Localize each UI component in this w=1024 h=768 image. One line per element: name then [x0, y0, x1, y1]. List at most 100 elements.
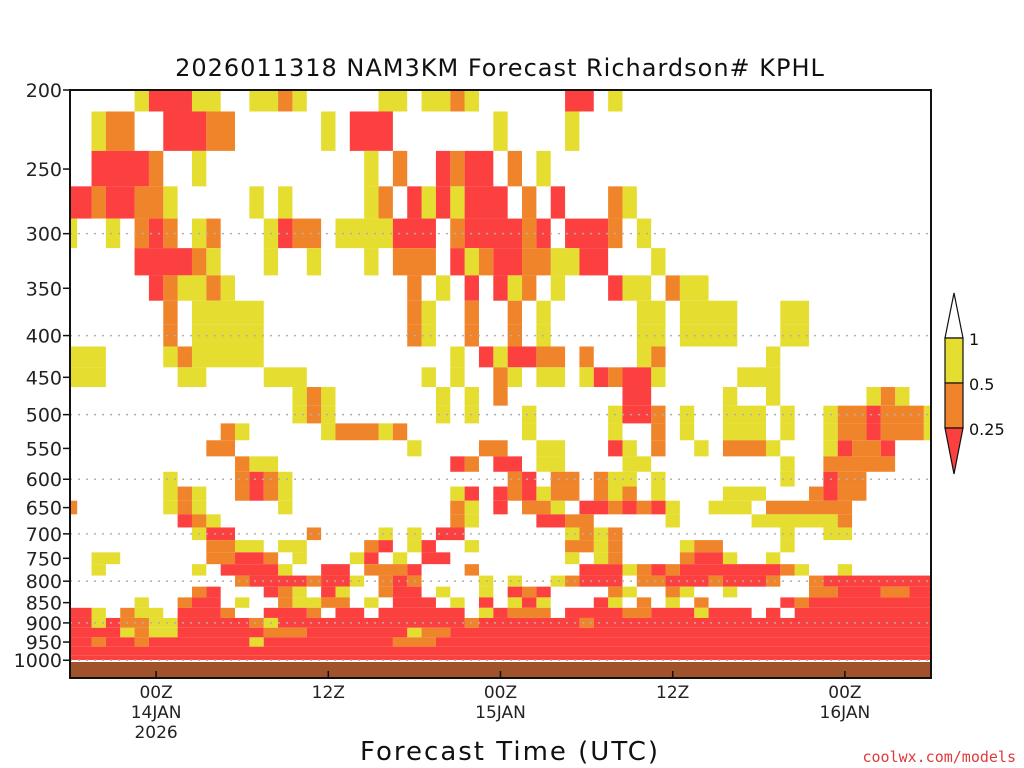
- heatmap-cell: [450, 218, 465, 249]
- color-legend: 1 0.5 0.25: [944, 292, 1005, 475]
- y-tick-label: 300: [26, 224, 62, 246]
- heatmap-cell: [292, 552, 307, 565]
- heatmap-cell: [622, 440, 637, 457]
- heatmap-cell: [278, 500, 293, 515]
- heatmap-cell: [235, 423, 250, 441]
- heatmap-cell: [478, 607, 494, 618]
- heatmap-cell: [177, 514, 192, 528]
- heatmap-cell: [464, 564, 479, 576]
- heatmap-cell: [507, 575, 523, 587]
- heatmap-cell: [522, 405, 537, 424]
- heatmap-cell: [550, 500, 566, 515]
- heatmap-cell: [235, 540, 264, 553]
- heatmap-cell: [651, 367, 666, 388]
- y-tick-label: 800: [26, 571, 62, 593]
- heatmap-cell: [679, 552, 695, 565]
- heatmap-cell: [278, 186, 293, 219]
- heatmap-cell: [464, 500, 479, 515]
- heatmap-cell: [593, 617, 931, 628]
- heatmap-cell: [378, 586, 393, 598]
- heatmap-cell: [392, 552, 408, 565]
- heatmap-cell: [70, 627, 121, 638]
- heatmap-cell: [651, 471, 666, 487]
- x-axis-title: Forecast Time (UTC): [360, 737, 660, 767]
- heatmap-cell: [722, 423, 766, 441]
- y-tick-label: 200: [26, 80, 62, 102]
- heatmap-cell: [191, 300, 264, 325]
- heatmap-cell: [765, 607, 781, 618]
- y-tick-label: 950: [26, 632, 62, 654]
- heatmap-cell: [608, 440, 623, 457]
- heatmap-cell: [837, 423, 867, 441]
- heatmap-cell: [809, 586, 838, 598]
- heatmap-cell: [622, 367, 652, 388]
- heatmap-cell: [593, 471, 609, 487]
- heatmap-cell: [593, 486, 609, 501]
- heatmap-cell: [206, 111, 236, 151]
- x-tick-label: 16JAN: [820, 703, 871, 723]
- heatmap-cell: [651, 423, 666, 441]
- heatmap-cell: [608, 597, 623, 608]
- heatmap-cell: [464, 186, 508, 219]
- heatmap-cell: [134, 607, 164, 618]
- credit-link[interactable]: coolwx.com/models: [862, 748, 1016, 766]
- heatmap-cell: [536, 150, 551, 187]
- heatmap-cell: [636, 218, 652, 249]
- heatmap-cell: [522, 275, 537, 301]
- heatmap-cell: [120, 607, 135, 618]
- heatmap-cell: [880, 423, 924, 441]
- heatmap-cell: [421, 552, 451, 565]
- heatmap-cell: [866, 423, 881, 441]
- heatmap-cell: [622, 405, 652, 424]
- heatmap-cell: [665, 514, 680, 528]
- heatmap-cell: [493, 248, 523, 276]
- heatmap-cell: [478, 346, 494, 368]
- heatmap-cell: [579, 248, 609, 276]
- heatmap-cell: [70, 500, 78, 515]
- heatmap-cell: [550, 186, 566, 219]
- heatmap-cell: [665, 275, 680, 301]
- heatmap-cell: [70, 186, 92, 219]
- heatmap-cell: [335, 218, 393, 249]
- heatmap-cell: [522, 471, 537, 487]
- heatmap-cell: [163, 486, 178, 501]
- heatmap-cell: [235, 456, 250, 472]
- heatmap-cell: [148, 617, 178, 628]
- heatmap-cell: [206, 552, 236, 565]
- heatmap-cell: [249, 471, 264, 487]
- heatmap-cell: [765, 440, 781, 457]
- heatmap-cell: [335, 586, 350, 598]
- heatmap-cell: [780, 456, 795, 472]
- heatmap-cell: [593, 597, 609, 608]
- heatmap-cell: [522, 248, 551, 276]
- heatmap-cell: [206, 275, 221, 301]
- heatmap-cell: [163, 186, 178, 219]
- heatmap-cell: [392, 150, 408, 187]
- heatmap-cell: [507, 324, 523, 347]
- heatmap-cell: [837, 586, 881, 598]
- heatmap-cell: [722, 552, 738, 565]
- heatmap-cell: [579, 617, 594, 628]
- heatmap-cell: [306, 387, 322, 406]
- heatmap-cell: [780, 540, 795, 553]
- heatmap-cell: [249, 90, 279, 112]
- y-tick-label: 450: [26, 367, 62, 389]
- heatmap-cell: [435, 387, 451, 406]
- heatmap-cell: [292, 218, 322, 249]
- heatmap-cell: [679, 423, 695, 441]
- heatmap-cell: [837, 440, 853, 457]
- heatmap-cell: [522, 500, 551, 515]
- heatmap-cell: [464, 514, 479, 528]
- heatmap-cell: [522, 186, 537, 219]
- heatmap-cell: [780, 527, 795, 541]
- heatmap-cell: [852, 440, 881, 457]
- heatmap-cell: [765, 500, 853, 515]
- heatmap-cell: [450, 456, 465, 472]
- heatmap-cell: [206, 248, 221, 276]
- heatmap-cell: [249, 617, 264, 628]
- heatmap-cell: [464, 218, 523, 249]
- heatmap-cell: [249, 637, 264, 647]
- heatmap-cell: [306, 627, 408, 638]
- heatmap-cell: [191, 564, 207, 576]
